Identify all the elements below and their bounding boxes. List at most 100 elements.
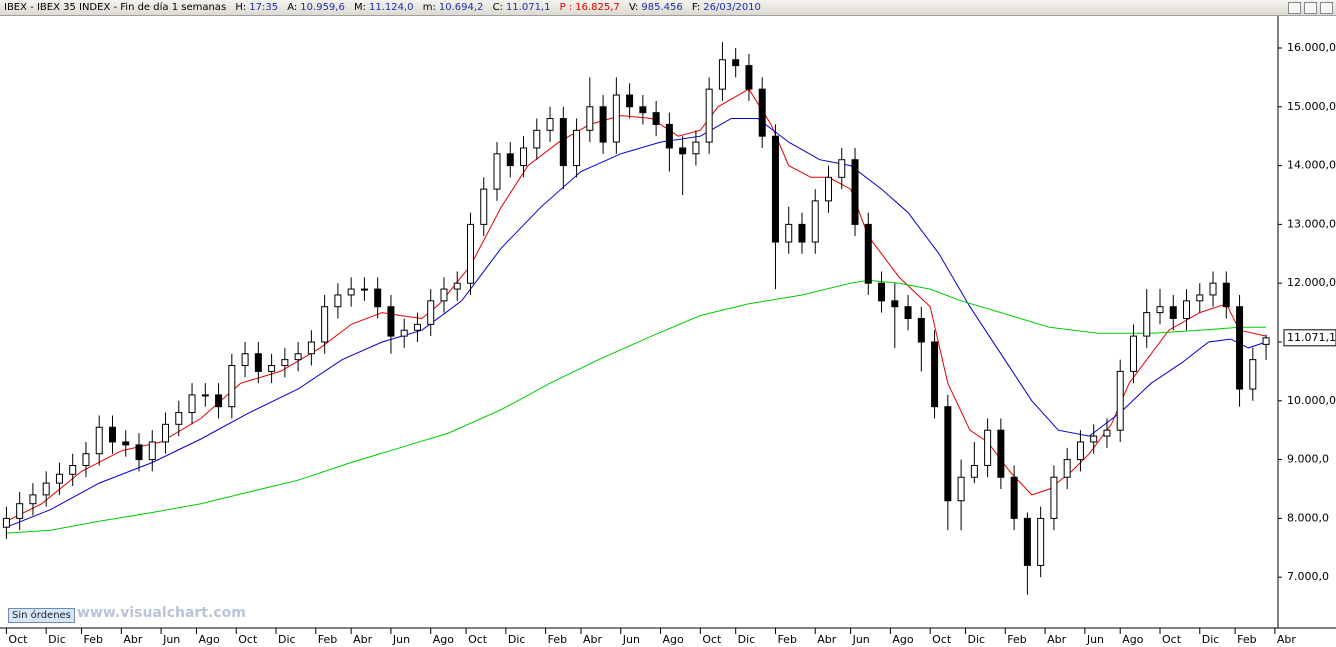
candle-body (1222, 282, 1230, 308)
candle-body (758, 88, 766, 137)
x-tick-label: Dic (1202, 633, 1220, 646)
candle-body (692, 141, 700, 155)
candle-body (466, 223, 474, 284)
x-tick-label: Dic (278, 633, 296, 646)
candle-body (453, 282, 461, 290)
candle-body (16, 503, 24, 519)
candle-body (599, 106, 607, 143)
x-tick-label: Feb (84, 633, 103, 646)
x-tick-label: Oct (932, 633, 952, 646)
plot-area (0, 16, 1278, 628)
candle-body (201, 394, 209, 397)
x-tick-label: Abr (353, 633, 373, 646)
header-title: IBEX - IBEX 35 INDEX - Fin de día 1 sema… (4, 2, 227, 13)
x-tick-label: Ago (433, 633, 455, 646)
x-tick-label: Oct (702, 633, 722, 646)
x-tick-label: Dic (508, 633, 526, 646)
watermark: www.visualchart.com (77, 605, 246, 621)
y-tick-label: 13.000,0 (1287, 217, 1336, 230)
candle-body (931, 341, 939, 408)
x-tick-label: Abr (817, 633, 837, 646)
x-tick-label: Feb (548, 633, 567, 646)
field-value: 17:35 (249, 2, 279, 13)
field-value: 11.071,1 (505, 2, 551, 13)
candle-body (1262, 337, 1270, 345)
candle-body (506, 153, 514, 167)
candle-body (55, 473, 63, 484)
close-button[interactable] (1320, 2, 1333, 14)
x-tick-label: Oct (238, 633, 258, 646)
candle-body (82, 453, 90, 466)
candle-body (825, 176, 833, 202)
candle-body (917, 317, 925, 343)
field-value: 10.694,2 (438, 2, 484, 13)
candle-body (1183, 300, 1191, 319)
candle-body (493, 153, 501, 190)
x-tick-label: Feb (777, 633, 796, 646)
header-bar: IBEX - IBEX 35 INDEX - Fin de día 1 sema… (0, 0, 1336, 16)
candle-body (427, 300, 435, 325)
candle-body (42, 482, 50, 496)
field-label: F: (691, 2, 701, 13)
candle-body (135, 444, 143, 461)
candle-body (732, 59, 740, 67)
x-tick-label: Feb (1237, 633, 1256, 646)
field-value: 10.959,6 (300, 2, 345, 13)
y-tick-label: 7.000,0 (1287, 570, 1329, 583)
candle-body (586, 106, 594, 131)
candle-body (440, 288, 448, 302)
x-tick-label: Dic (48, 633, 66, 646)
candle-body (175, 412, 183, 425)
x-tick-label: Feb (318, 633, 337, 646)
candle-body (1249, 359, 1257, 390)
moving-average (6, 279, 1267, 534)
candle-body (626, 94, 634, 108)
y-tick-label: 15.000,0 (1287, 100, 1336, 113)
field-label: V: (628, 2, 639, 13)
x-tick-label: Jun (162, 633, 180, 646)
x-tick-label: Oct (1162, 633, 1182, 646)
candle-body (1236, 306, 1244, 390)
candle-body (745, 65, 753, 90)
field-label: m: (422, 2, 436, 13)
x-tick-label: Abr (583, 633, 603, 646)
field-value: 26/03/2010 (703, 2, 761, 13)
maximize-button[interactable] (1304, 2, 1317, 14)
candle-body (480, 188, 488, 225)
orders-button[interactable]: Sin órdenes (8, 608, 75, 623)
candle-body (612, 94, 620, 143)
x-tick-label: Jun (852, 633, 870, 646)
minimize-button[interactable] (1288, 2, 1301, 14)
y-tick-label: 12.000,0 (1287, 276, 1336, 289)
field-value: 16.825,7 (575, 2, 620, 13)
candle-body (1076, 441, 1084, 461)
candle-body (1037, 517, 1045, 566)
candle-body (1116, 370, 1124, 431)
candle-body (281, 359, 289, 367)
field-value: 985.456 (641, 2, 683, 13)
candle-body (294, 353, 302, 361)
candle-body (878, 282, 886, 302)
candle-body (785, 223, 793, 243)
last-price-box (1283, 329, 1336, 347)
x-tick-label: Jun (1086, 633, 1104, 646)
x-tick-label: Abr (1277, 633, 1297, 646)
y-tick-label: 9.000,0 (1287, 453, 1329, 466)
field-label: H: (235, 2, 247, 13)
candle-body (334, 294, 342, 308)
candle-body (665, 123, 673, 149)
candle-body (1010, 476, 1018, 519)
candle-body (1090, 435, 1098, 443)
candle-body (29, 494, 37, 505)
candle-body (95, 426, 103, 455)
candle-body (1209, 282, 1217, 296)
x-tick-label: Ago (892, 633, 914, 646)
candle-body (1050, 476, 1058, 519)
candle-body (241, 353, 249, 367)
field-label: P : (559, 2, 573, 13)
candle-body (1143, 312, 1151, 337)
candle-body (162, 423, 170, 443)
candle-body (148, 441, 156, 461)
